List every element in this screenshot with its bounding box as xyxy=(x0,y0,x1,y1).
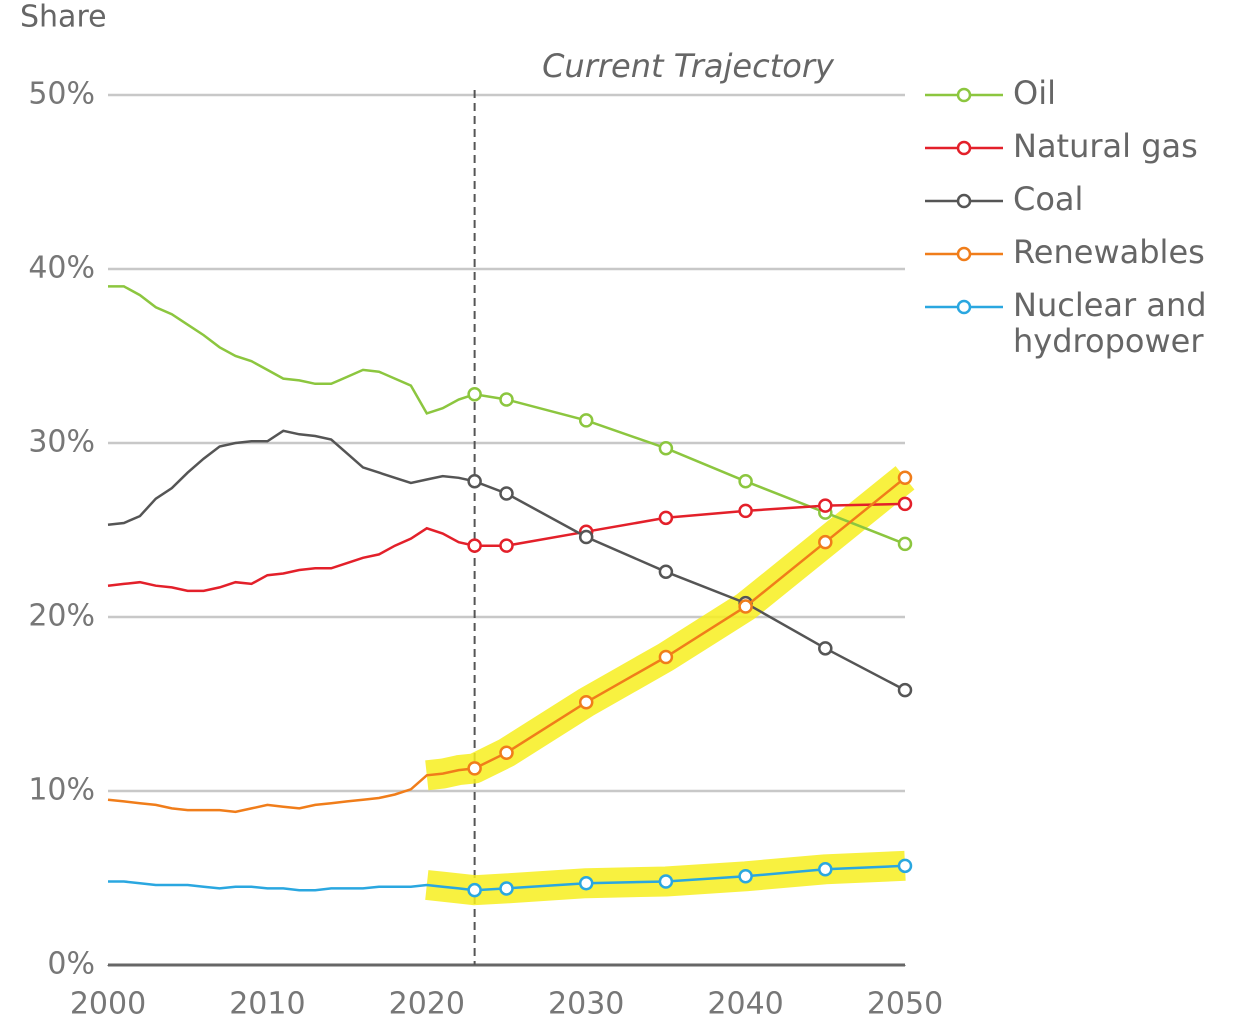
legend-label: Nuclear and hydropower xyxy=(1013,286,1207,360)
marker xyxy=(897,536,913,552)
legend-label-line: hydropower xyxy=(1013,322,1204,360)
marker xyxy=(578,875,594,891)
y-tick-label: 20% xyxy=(28,599,95,634)
marker xyxy=(467,761,482,776)
marker xyxy=(738,599,753,614)
y-axis-label: Share xyxy=(20,0,107,35)
marker xyxy=(897,496,913,512)
x-tick-label: 2050 xyxy=(867,987,943,1022)
series-line xyxy=(107,502,906,593)
marker xyxy=(658,440,674,456)
marker xyxy=(467,882,482,898)
marker xyxy=(897,858,913,874)
legend-marker xyxy=(956,193,972,209)
marker xyxy=(578,413,594,428)
series-line xyxy=(108,864,906,892)
marker xyxy=(578,695,594,710)
marker xyxy=(818,641,833,656)
marker xyxy=(499,486,514,501)
marker xyxy=(818,862,833,877)
marker xyxy=(818,498,833,513)
x-tick-label: 2040 xyxy=(707,987,783,1022)
marker xyxy=(467,474,482,489)
grid xyxy=(107,90,906,967)
marker xyxy=(499,392,514,407)
x-tick-label: 2000 xyxy=(70,987,146,1022)
x-tick-label: 2030 xyxy=(548,987,624,1022)
marker xyxy=(499,745,514,760)
marker xyxy=(578,529,594,545)
annotation: Current Trajectory xyxy=(542,47,835,85)
marker xyxy=(499,538,514,553)
marker xyxy=(658,510,674,526)
legend-label: Renewables xyxy=(1013,233,1205,271)
x-tick-label: 2010 xyxy=(229,987,305,1022)
y-tick-label: 30% xyxy=(28,425,95,460)
marker xyxy=(658,874,674,889)
marker xyxy=(738,503,753,519)
legend-marker xyxy=(956,140,972,156)
y-tick-label: 10% xyxy=(28,773,95,808)
legend-label: Coal xyxy=(1013,180,1083,218)
series-line xyxy=(108,285,906,546)
marker xyxy=(897,470,913,486)
marker xyxy=(818,534,833,550)
marker xyxy=(658,564,674,580)
highlights xyxy=(425,466,915,906)
legend-label-line: Nuclear and xyxy=(1013,286,1207,324)
series-line xyxy=(107,476,906,814)
legend-marker xyxy=(956,87,972,103)
legend-marker xyxy=(956,299,972,315)
y-tick-label: 0% xyxy=(47,947,95,982)
marker xyxy=(467,538,482,553)
legend-marker xyxy=(956,246,972,262)
legend-label: Oil xyxy=(1013,74,1056,112)
marker xyxy=(897,682,913,698)
y-tick-label: 50% xyxy=(28,77,95,112)
series-line xyxy=(107,429,906,692)
marker xyxy=(499,881,514,896)
marker xyxy=(467,387,482,402)
marker xyxy=(658,649,674,665)
marker xyxy=(738,869,753,884)
x-tick-label: 2020 xyxy=(389,987,465,1022)
marker xyxy=(738,474,753,489)
lines xyxy=(107,285,913,898)
legend-label: Natural gas xyxy=(1013,127,1198,165)
y-tick-label: 40% xyxy=(28,251,95,286)
